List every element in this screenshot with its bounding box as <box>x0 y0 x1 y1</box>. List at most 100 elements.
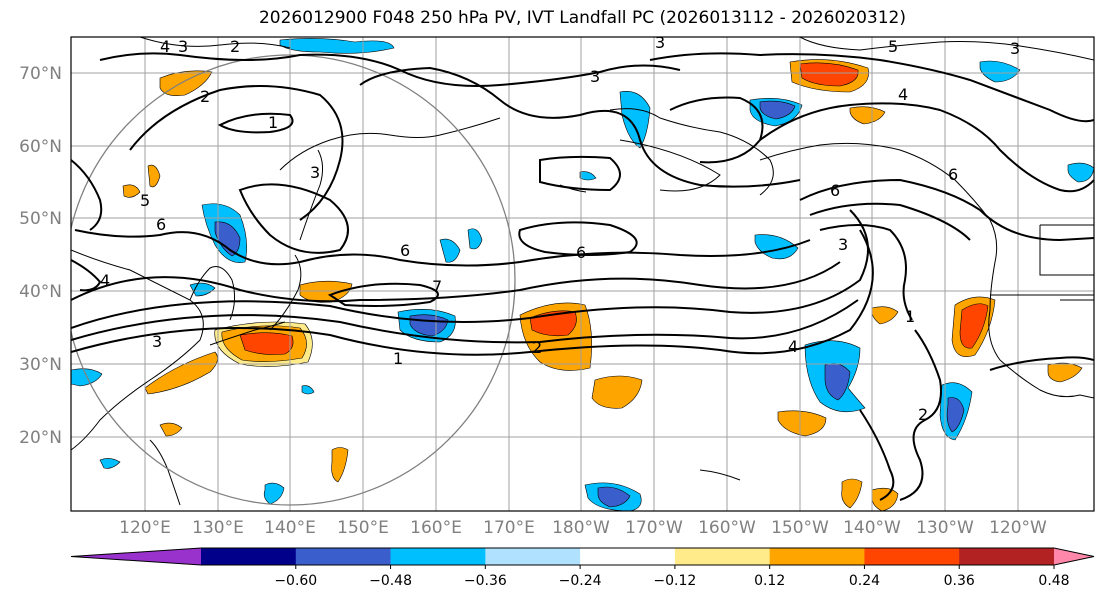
lon-label: 150°E <box>337 518 389 538</box>
positive-anomaly <box>959 303 989 349</box>
colorbar-tick-label: −0.12 <box>653 573 696 589</box>
contour-label-1: 1 <box>268 113 278 132</box>
positive-anomaly <box>871 487 899 511</box>
colorbar-segment <box>201 548 297 565</box>
positive-anomaly <box>1047 362 1083 383</box>
positive-anomaly <box>591 375 643 409</box>
colorbar-tick-label: −0.60 <box>274 573 317 589</box>
lon-label: 130°W <box>916 518 974 538</box>
colorbar-tick-label: 0.12 <box>754 573 785 589</box>
positive-anomaly <box>159 422 183 437</box>
contour-label-6: 6 <box>576 243 586 262</box>
negative-anomaly <box>597 486 631 508</box>
contour-labels: 1 1 1 2 2 2 2 3 3 3 3 3 3 3 4 4 4 4 5 5 … <box>100 37 1020 424</box>
shaded-anomalies <box>71 38 1094 511</box>
negative-anomaly <box>979 60 1021 83</box>
colorbar-tick-label: 0.36 <box>944 573 975 589</box>
lon-label: 140°W <box>843 518 901 538</box>
colorbar-segment <box>485 548 581 565</box>
positive-anomaly <box>841 478 863 509</box>
colorbar-segment <box>390 548 486 565</box>
negative-anomaly <box>279 38 395 54</box>
contour-label-3: 3 <box>178 37 188 56</box>
contour-label-6: 6 <box>400 241 410 260</box>
contour-label-2: 2 <box>230 37 240 56</box>
contour-label-3: 3 <box>838 235 848 254</box>
lat-label: 30°N <box>19 355 62 375</box>
negative-anomaly <box>759 100 796 120</box>
negative-anomaly <box>619 91 651 149</box>
positive-anomaly <box>871 306 899 325</box>
contour-label-5: 5 <box>140 191 150 210</box>
colorbar-segment <box>769 548 865 565</box>
contour-label-6: 6 <box>830 181 840 200</box>
contour-label-3: 3 <box>590 67 600 86</box>
latitude-labels: 70°N 60°N 50°N 40°N 30°N 20°N <box>19 64 62 448</box>
contour-label-4: 4 <box>898 85 908 104</box>
colorbar-tick-label: −0.48 <box>369 573 412 589</box>
colorbar-segment <box>959 548 1055 565</box>
lat-label: 40°N <box>19 282 62 302</box>
contour-label-3: 3 <box>310 163 320 182</box>
contour-label-1: 1 <box>393 349 403 368</box>
negative-anomaly <box>946 397 965 433</box>
negative-anomaly <box>99 458 121 469</box>
contour-label-3: 3 <box>152 332 162 351</box>
negative-anomaly <box>301 385 315 395</box>
lon-label: 120°E <box>119 518 171 538</box>
colorbar-extend-high <box>1054 548 1094 565</box>
contour-label-5: 5 <box>888 37 898 56</box>
colorbar-segment <box>580 548 676 565</box>
contour-label-2: 2 <box>532 338 542 357</box>
positive-anomaly <box>849 106 886 125</box>
contour-label-7: 7 <box>432 277 442 296</box>
colorbar-segment <box>295 548 392 565</box>
contour-label-4: 4 <box>160 37 170 56</box>
negative-anomaly <box>439 238 461 263</box>
negative-anomaly <box>263 482 285 505</box>
pv-contours <box>71 52 1094 501</box>
positive-anomaly <box>239 332 294 355</box>
contour-label-6: 6 <box>948 165 958 184</box>
contour-label-4: 4 <box>100 271 110 290</box>
map-title: 2026012900 F048 250 hPa PV, IVT Landfall… <box>258 8 906 28</box>
positive-anomaly <box>147 164 161 188</box>
contour-label-2: 2 <box>918 405 928 424</box>
colorbar-extend-low <box>71 548 201 565</box>
landfall-region-circle <box>71 54 516 506</box>
lat-label: 20°N <box>19 428 62 448</box>
lon-label: 170°E <box>483 518 535 538</box>
contour-label-2: 2 <box>200 87 210 106</box>
colorbar-tick-label: 0.24 <box>849 573 880 589</box>
lat-label: 60°N <box>19 137 62 157</box>
negative-anomaly <box>467 228 483 250</box>
colorbar-segment <box>864 548 960 565</box>
map-area: 1 1 1 2 2 2 2 3 3 3 3 3 3 3 4 4 4 4 5 5 … <box>71 37 1094 511</box>
contour-label-1: 1 <box>905 307 915 326</box>
lon-label: 150°W <box>771 518 829 538</box>
lat-label: 70°N <box>19 64 62 84</box>
colorbar-tick-label: −0.24 <box>559 573 602 589</box>
longitude-labels: 120°E 130°E 140°E 150°E 160°E 170°E 180°… <box>119 518 1047 538</box>
positive-anomaly <box>777 410 827 437</box>
lon-label: 170°W <box>625 518 683 538</box>
positive-anomaly <box>144 351 218 395</box>
lon-label: 120°W <box>989 518 1047 538</box>
lon-label: 160°E <box>410 518 462 538</box>
contour-label-4: 4 <box>788 337 798 356</box>
lon-label: 160°W <box>698 518 756 538</box>
colorbar-segment <box>674 548 771 565</box>
positive-anomaly <box>799 62 859 87</box>
contour-label-3: 3 <box>1010 39 1020 58</box>
colorbar: −0.60 −0.48 −0.36 −0.24 −0.12 0.12 0.24 0.36 0.4… <box>70 547 1095 589</box>
negative-anomaly <box>579 171 597 181</box>
lon-label: 180°W <box>552 518 610 538</box>
colorbar-outline <box>70 547 1095 566</box>
lon-label: 130°E <box>192 518 244 538</box>
lon-label: 140°E <box>264 518 316 538</box>
contour-label-6: 6 <box>156 215 166 234</box>
positive-anomaly <box>122 184 141 198</box>
positive-anomaly <box>331 447 349 483</box>
positive-anomaly <box>159 70 213 96</box>
